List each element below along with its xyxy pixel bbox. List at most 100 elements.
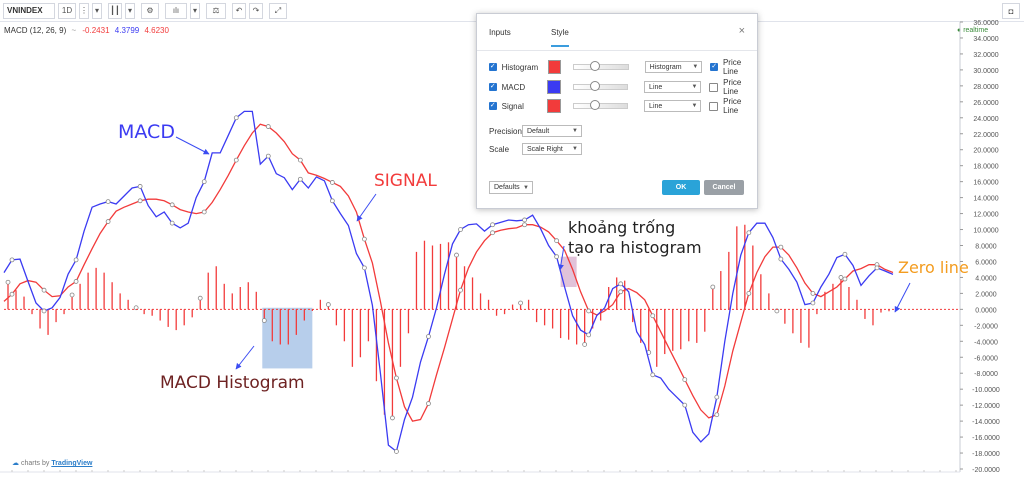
legend-menu-glyph[interactable]: ~	[71, 26, 77, 35]
gear-icon[interactable]: ⚙	[141, 2, 159, 19]
interval-button[interactable]: 1D	[58, 2, 76, 19]
macd-point	[201, 179, 207, 185]
signal-point	[522, 222, 527, 228]
signal-point	[233, 157, 239, 163]
signal-value: 4.6230	[144, 26, 169, 35]
signal-line	[3, 123, 894, 422]
ok-button[interactable]: OK	[662, 180, 700, 195]
y-tick-label: 20.0000	[973, 148, 998, 155]
signal-point	[169, 202, 175, 208]
signal-point	[105, 219, 111, 224]
macd-point	[650, 372, 656, 378]
redo-icon[interactable]: ↷	[249, 2, 263, 19]
signal-point	[810, 290, 816, 296]
signal-point	[201, 209, 207, 215]
macd-point	[874, 265, 880, 271]
candles-icon[interactable]: ┃┃	[108, 2, 122, 19]
y-tick-label: 0.0000	[975, 307, 997, 314]
macd-point	[233, 115, 239, 121]
signal-point	[394, 375, 399, 381]
y-tick-label: -14.0000	[972, 419, 1000, 426]
histogram-point	[774, 308, 780, 314]
camera-icon[interactable]: ◘	[1002, 3, 1020, 19]
histogram-highlight-box	[262, 307, 313, 369]
macd-point	[682, 402, 688, 408]
tab-style[interactable]: Style	[551, 28, 569, 47]
histogram-point	[197, 295, 203, 301]
indicator-name[interactable]: MACD (12, 26, 9)	[4, 26, 67, 35]
cancel-button[interactable]: Cancel	[704, 180, 744, 195]
histogram-visible-checkbox[interactable]: ✓	[489, 63, 497, 71]
signal-price-line-checkbox[interactable]	[709, 101, 719, 111]
chevron-down-icon[interactable]: ▾	[125, 2, 135, 19]
y-tick-label: -16.0000	[972, 435, 1000, 442]
y-tick-label: 10.0000	[973, 228, 998, 235]
macd-point	[9, 257, 15, 263]
macd-point	[41, 308, 47, 314]
macd-value: 4.3799	[114, 26, 140, 35]
compare-icon[interactable]: ⚖	[206, 2, 226, 19]
y-tick-label: 4.0000	[975, 275, 997, 282]
macd-point	[714, 394, 720, 400]
chevron-down-icon[interactable]: ▾	[190, 2, 200, 19]
macd-price-line-checkbox[interactable]	[709, 82, 719, 92]
signal-point	[554, 238, 560, 244]
signal-visible-checkbox[interactable]: ✓	[489, 102, 497, 110]
y-tick-label: 24.0000	[973, 116, 998, 123]
symbol-search-input[interactable]: VNINDEX	[3, 2, 55, 19]
macd-point	[137, 184, 143, 189]
signal-point	[458, 287, 463, 293]
histogram-point	[582, 342, 588, 347]
undo-icon[interactable]: ↶	[232, 2, 246, 19]
signal-point	[297, 157, 303, 163]
realtime-label: ● realtime	[957, 27, 989, 34]
signal-plot-style-select[interactable]: Line ▼	[644, 100, 702, 112]
chart-toolbar: VNINDEX 1D ⋮ ▾ ┃┃ ▾ ⚙ ılı ▾ ⚖ ↶ ↷ ⤢ ◘	[0, 0, 1024, 22]
indicators-icon[interactable]: ılı	[165, 2, 187, 19]
precision-select[interactable]: Default ▼	[522, 125, 582, 137]
y-tick-label: -4.0000	[974, 339, 998, 346]
histogram-point	[646, 350, 652, 355]
histogram-plot-style-select[interactable]: Histogram ▼	[644, 61, 703, 73]
style-row-label: Signal	[501, 101, 524, 111]
macd-point	[490, 222, 495, 228]
histogram-color-swatch[interactable]	[547, 60, 562, 74]
macd-color-swatch[interactable]	[547, 80, 561, 94]
y-tick-label: -8.0000	[974, 371, 998, 378]
tab-inputs[interactable]: Inputs	[489, 28, 511, 37]
macd-plot-style-select[interactable]: Line ▼	[644, 81, 702, 93]
macd-point	[458, 227, 463, 232]
y-tick-label: -10.0000	[972, 387, 1000, 394]
macd-point	[586, 332, 592, 338]
gap-annotation-arrow	[557, 245, 565, 271]
scale-select[interactable]: Scale Right ▼	[522, 143, 582, 155]
chevron-down-icon[interactable]: ▾	[92, 2, 102, 19]
macd-opacity-slider[interactable]	[572, 81, 629, 91]
dialog-tabs: Inputs Style ×	[477, 14, 757, 51]
indicator-legend: MACD (12, 26, 9) ~ -0.2431 4.3799 4.6230	[4, 26, 169, 35]
histogram-price-line-checkbox[interactable]: ✓	[710, 63, 718, 71]
macd-point	[73, 257, 79, 263]
style-row-signal: ✓ Signal Line ▼ Price Line	[489, 97, 757, 115]
signal-point	[426, 401, 431, 406]
histogram-opacity-slider[interactable]	[573, 61, 629, 71]
signal-point	[41, 287, 47, 293]
defaults-button[interactable]: Defaults ▼	[489, 181, 533, 194]
signal-opacity-slider[interactable]	[572, 100, 629, 110]
y-tick-label: -12.0000	[972, 403, 1000, 410]
annotation-gap-line2: tạo ra histogram	[568, 238, 702, 257]
macd-point	[810, 300, 816, 306]
close-icon[interactable]: ×	[738, 25, 745, 37]
fullscreen-icon[interactable]: ⤢	[269, 2, 287, 19]
signal-point	[9, 291, 15, 297]
histogram-point	[518, 300, 523, 306]
histogram-annotation-arrow	[235, 345, 255, 370]
more-icon[interactable]: ⋮	[79, 2, 89, 19]
signal-point	[778, 244, 784, 250]
macd-visible-checkbox[interactable]: ✓	[489, 83, 497, 91]
macd-point	[329, 198, 335, 204]
price-line-label: Price Line	[723, 97, 742, 115]
signal-color-swatch[interactable]	[547, 99, 561, 113]
y-tick-label: 12.0000	[973, 212, 998, 219]
tradingview-credit[interactable]: ☁ charts by TradingView	[12, 459, 92, 467]
